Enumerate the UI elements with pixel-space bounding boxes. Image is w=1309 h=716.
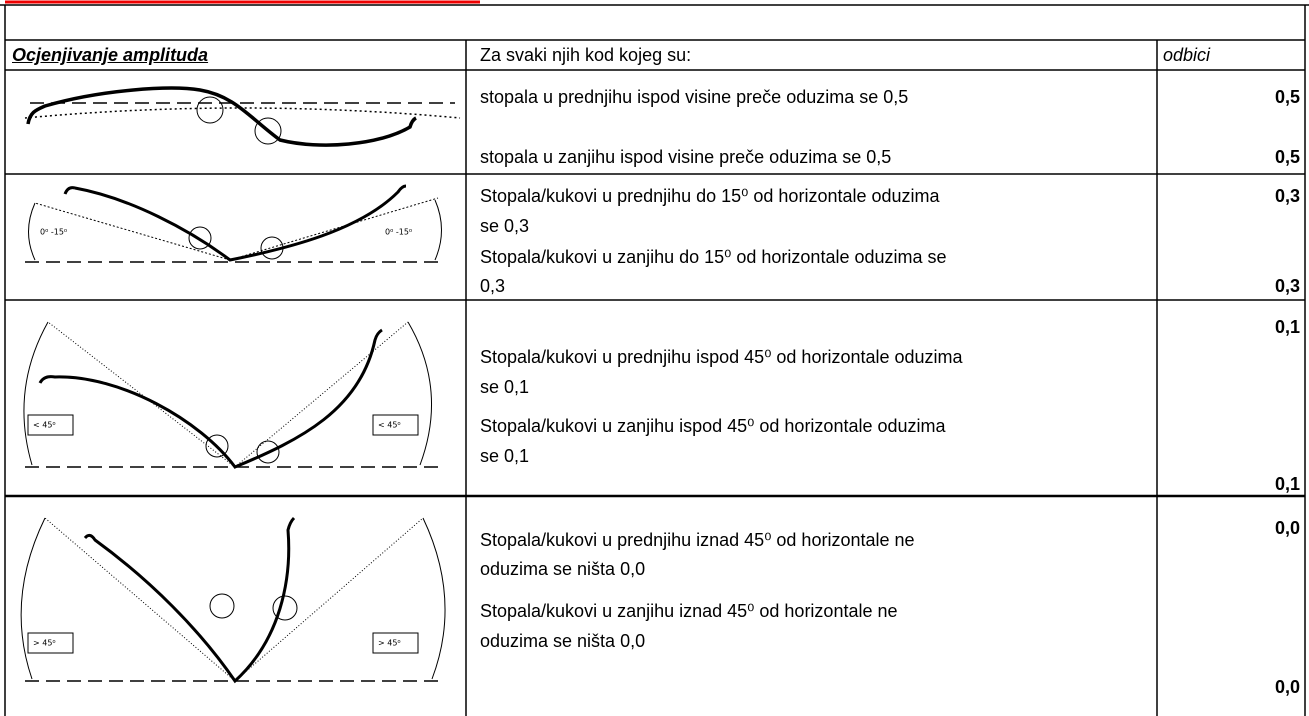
deduction: 0,1 [1180, 316, 1300, 338]
deduction: 0,0 [1180, 517, 1300, 539]
header-description: Za svaki njih kod kojeg su: [480, 44, 691, 66]
row-text: Stopala/kukovi u prednjihu ispod 45⁰ od … [480, 346, 963, 368]
angle-label: 0⁰ -15⁰ [385, 228, 412, 237]
row-text: Stopala/kukovi u zanjihu iznad 45⁰ od ho… [480, 600, 898, 622]
deduction: 0,5 [1180, 86, 1300, 108]
row-text: se 0,3 [480, 215, 529, 237]
row-text: se 0,1 [480, 376, 529, 398]
page: 0⁰ -15⁰ 0⁰ -15⁰ < 45⁰ < 45⁰ > 45⁰ > 45⁰ … [0, 0, 1309, 716]
row-text: oduzima se ništa 0,0 [480, 558, 645, 580]
row-text: Stopala/kukovi u prednjihu do 15⁰ od hor… [480, 185, 940, 207]
row-text: stopala u zanjihu ispod visine preče odu… [480, 146, 891, 168]
diagram-3: < 45⁰ < 45⁰ [24, 322, 445, 467]
row-text: Stopala/kukovi u zanjihu do 15⁰ od horiz… [480, 246, 947, 268]
diagram-4: > 45⁰ > 45⁰ [21, 518, 445, 681]
angle-label: 0⁰ -15⁰ [40, 228, 67, 237]
diagram-1 [25, 88, 460, 145]
angle-label: > 45⁰ [378, 639, 401, 648]
row-text: 0,3 [480, 275, 505, 297]
diagram-2: 0⁰ -15⁰ 0⁰ -15⁰ [25, 186, 442, 262]
angle-label: < 45⁰ [378, 421, 401, 430]
angle-label: > 45⁰ [33, 639, 56, 648]
deduction: 0,1 [1180, 473, 1300, 495]
deduction: 0,3 [1180, 185, 1300, 207]
deduction: 0,3 [1180, 275, 1300, 297]
deduction: 0,0 [1180, 676, 1300, 698]
header-title: Ocjenjivanje amplituda [12, 44, 208, 66]
header-deductions: odbici [1163, 44, 1210, 66]
row-text: oduzima se ništa 0,0 [480, 630, 645, 652]
deduction: 0,5 [1180, 146, 1300, 168]
row-text: Stopala/kukovi u prednjihu iznad 45⁰ od … [480, 529, 915, 551]
row-text: Stopala/kukovi u zanjihu ispod 45⁰ od ho… [480, 415, 946, 437]
row-text: stopala u prednjihu ispod visine preče o… [480, 86, 908, 108]
angle-label: < 45⁰ [33, 421, 56, 430]
row-text: se 0,1 [480, 445, 529, 467]
